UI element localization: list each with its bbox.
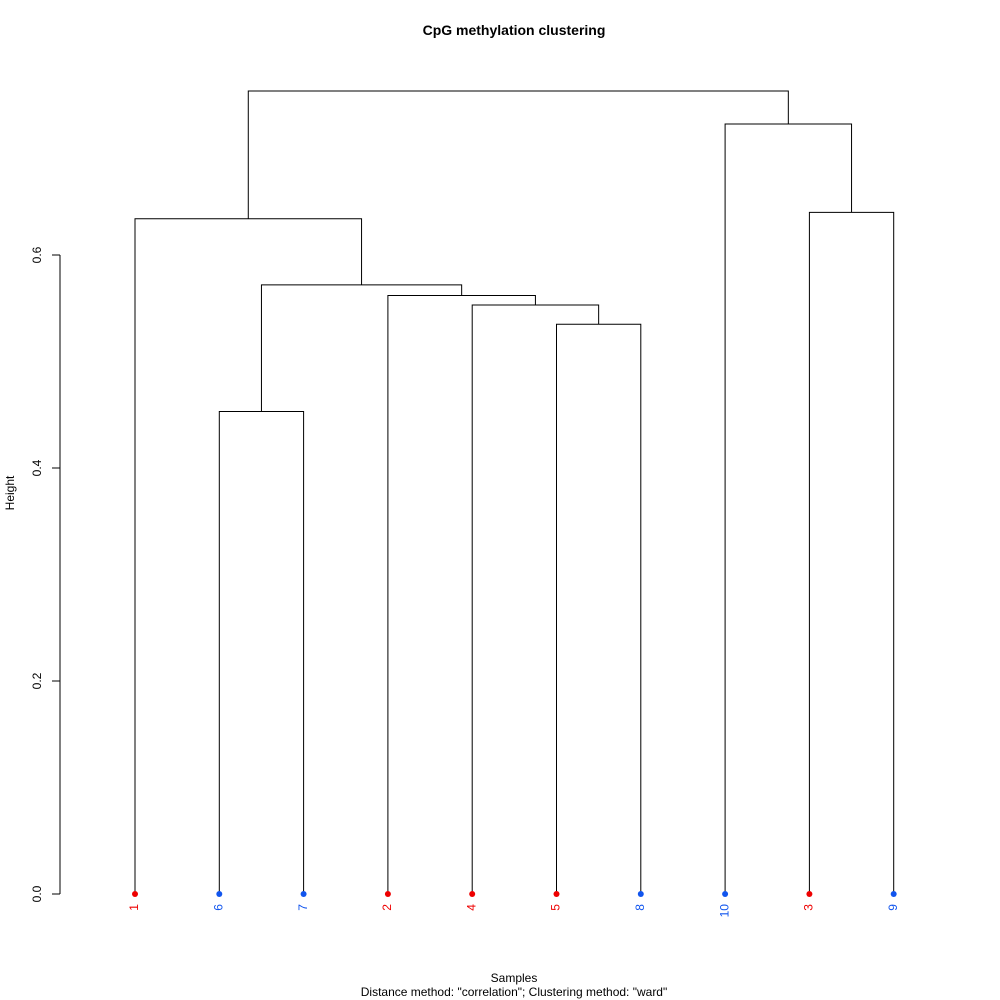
leaf-label: 1 — [127, 904, 141, 911]
dendrogram-branch — [387, 294, 536, 894]
y-tick-label: 0.4 — [30, 459, 44, 476]
leaf-label: 5 — [549, 904, 563, 911]
dendrogram-branch — [724, 123, 853, 894]
dendrogram-tree — [134, 90, 895, 894]
leaf-label: 6 — [211, 904, 225, 911]
leaf-point — [553, 891, 560, 897]
dendrogram-branch — [247, 90, 789, 219]
leaf-point — [722, 891, 729, 897]
dendrogram-leaves: 1 6 7 2 4 5 8 10 3 9 — [127, 891, 900, 917]
dendrogram-branch — [134, 218, 363, 894]
y-axis: 0.0 0.2 0.4 0.6 — [30, 246, 61, 902]
leaf-point — [806, 891, 813, 897]
leaf-point — [384, 891, 391, 897]
leaf-label: 7 — [296, 904, 310, 911]
dendrogram-branch — [471, 304, 600, 894]
y-tick-label: 0.0 — [30, 885, 44, 902]
leaf-label: 8 — [633, 904, 647, 911]
leaf-label: 9 — [886, 904, 900, 911]
leaf-label: 4 — [464, 904, 478, 911]
leaf-label: 3 — [802, 904, 816, 911]
leaf-point — [300, 891, 307, 897]
dendrogram-branch — [218, 411, 305, 894]
leaf-point — [637, 891, 644, 897]
leaf-point — [216, 891, 223, 897]
leaf-point — [890, 891, 897, 897]
chart-title: CpG methylation clustering — [423, 22, 606, 38]
y-tick-label: 0.2 — [30, 672, 44, 689]
leaf-point — [469, 891, 476, 897]
y-axis-label: Height — [3, 475, 17, 510]
y-tick-label: 0.6 — [30, 246, 44, 263]
leaf-label: 2 — [380, 904, 394, 911]
leaf-point — [132, 891, 138, 897]
leaf-label: 10 — [717, 904, 731, 918]
chart-subtitle: Distance method: "correlation"; Clusteri… — [361, 985, 668, 999]
dendrogram-branch — [556, 323, 642, 894]
dendrogram-branch — [260, 284, 463, 412]
dendrogram-branch — [808, 211, 895, 894]
x-axis-label: Samples — [491, 971, 538, 985]
